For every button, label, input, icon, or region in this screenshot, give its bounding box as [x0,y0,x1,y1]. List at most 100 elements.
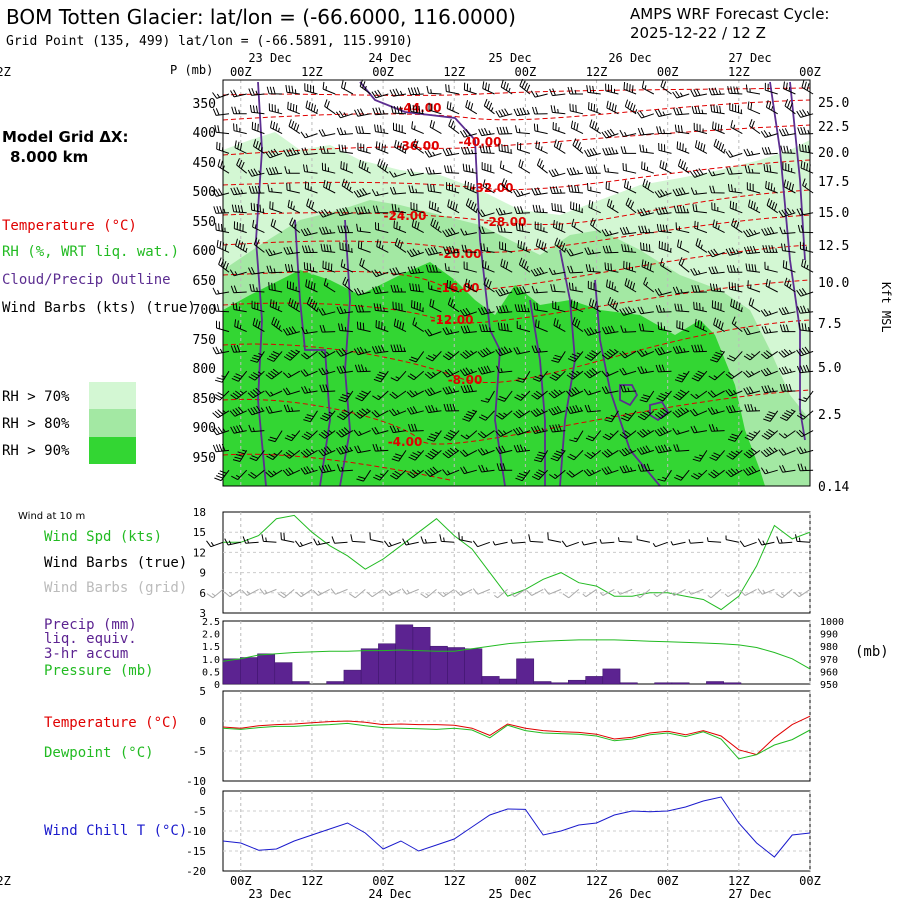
wind-barb [710,104,725,115]
wind-barb [572,317,584,333]
wind-barb [583,367,601,379]
wind-barb [572,138,584,154]
pressure-legend: Pressure (mb) [44,663,154,679]
wind-barb [446,182,460,194]
precip-legend: Precip (mm) [44,617,137,633]
grid-point-label: Grid Point (135, 499) lat/lon = (-66.589… [6,34,413,49]
wind-barb [371,269,389,278]
wind-barb [654,189,672,198]
precip-bar [222,658,241,685]
hour-label-bottom: 12Z [443,874,465,888]
wind-barb [760,130,778,138]
wind-barb [304,181,318,194]
wind-barb [583,327,601,336]
wind-barb [480,243,495,253]
wind-chill-ytick-label: 0 [199,785,206,798]
wind-barb [796,410,814,420]
date-label-bottom: 27 Dec [728,887,771,900]
wind-barb [764,261,778,273]
wind-barb [655,364,672,373]
wind-barb [230,187,247,196]
wind-barb [253,139,265,154]
wind-barb [726,351,743,362]
wind-barb [604,410,619,423]
wind-barb [725,150,743,158]
wind-barb [235,238,248,253]
wind-barb-true [636,535,651,543]
wind-barb [760,309,778,317]
wind-barb [410,202,424,214]
wind-barb-grid [455,588,473,596]
wind-ytick-label: 15 [193,526,206,539]
wind-barb [695,238,708,253]
pressure-tick-label: 650 [193,274,216,289]
wind-barb [693,122,708,135]
height-tick-label: 7.5 [818,317,841,332]
wind-barb [427,183,442,194]
wind-barb [708,469,725,479]
wind-barbs-true-legend: Wind Barbs (true) [44,555,187,571]
precip-bar [257,653,276,685]
rh90-legend: RH > 90% [2,443,70,459]
wind-barb [372,443,389,452]
wind-barb [571,218,584,234]
wind-barb [672,345,690,354]
wind-barb-true [472,540,490,548]
wind-barb [797,126,814,135]
temperature-panel-frame [222,690,811,782]
temperature-contour [222,453,451,481]
rh90-region [223,262,765,486]
wind-barb [799,143,814,154]
wind-barb [708,370,725,381]
wind-barb [373,370,389,383]
wind-barb [213,390,230,401]
hour-label-top: 12Z [0,65,11,79]
wind-barb [498,143,513,154]
pressure-tick-label: 950 [193,451,216,466]
wind-barb-true [369,532,384,543]
wind-barb [605,83,619,95]
wind-barb [531,469,548,481]
pressure-unit-label: (mb) [855,644,889,660]
wind-barb [336,464,353,472]
wind-barb-grid [653,588,668,598]
rh-legend: RH (%, WRT liq. wat.) [2,244,179,260]
wind-barb [356,223,371,234]
wind-barb [530,408,548,417]
wind-barb [442,147,460,157]
temperature-legend: Temperature (°C) [2,218,137,234]
wind-barb [784,277,796,293]
wind-barb [641,161,654,174]
wind-barb [530,267,548,277]
wind-barb [304,83,318,95]
cloud-outline [789,81,806,261]
hour-label-top: 00Z [657,65,679,79]
hour-label-top: 00Z [372,65,394,79]
wind-barb [249,104,265,115]
wind-barb [514,390,531,401]
hour-label-bottom: 00Z [657,874,679,888]
wind-barb [371,426,389,435]
wind-barb-grid [494,589,508,599]
wind-panel-frame [222,511,811,614]
wind-barb [549,186,566,194]
wind-barb [689,168,708,178]
wind-barb [497,224,513,234]
hour-label-top: 00Z [799,65,821,79]
wind-barb [727,86,743,95]
wind-barb [464,180,477,194]
hour-label-bottom: 00Z [515,874,537,888]
wind-chill-ytick-label: -15 [186,845,206,858]
wind-barb [533,302,548,313]
cross-section-panel: -44.00 -40.00 -36.00 -32.00 -28.00 -24.00 -20.… [0,51,849,495]
wind-barb-grid [259,588,277,595]
wind-barb [673,107,690,116]
dewpoint-series-legend: Dewpoint (°C) [44,745,154,761]
cloud-outline [255,81,267,487]
pressure-tick-label: 750 [193,333,216,348]
wind-barb [318,464,336,474]
wind-barb [447,199,460,214]
wind-barb [300,131,318,139]
wind-barb-true [383,540,402,548]
wind-barb [442,227,460,238]
